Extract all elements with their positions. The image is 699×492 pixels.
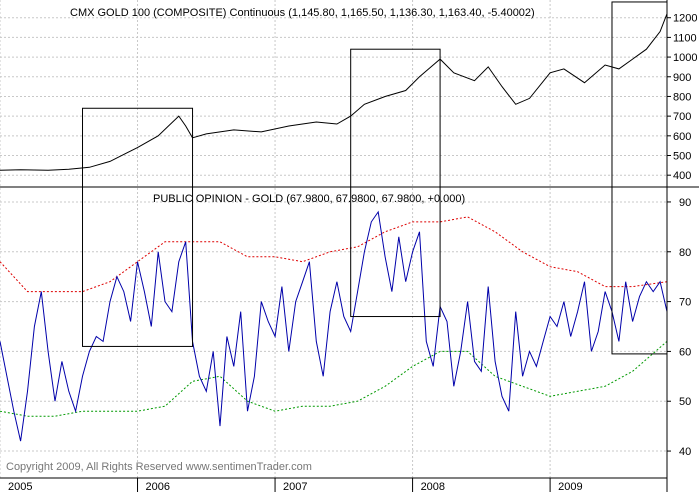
price-tick-label: 700	[673, 111, 691, 123]
public-opinion-line	[0, 210, 668, 442]
opinion-tick-label: 90	[679, 197, 691, 209]
opinion-tick-label: 40	[679, 446, 691, 458]
grid	[0, 0, 667, 478]
price-tick-label: 1000	[673, 52, 697, 64]
price-tick-label: 1100	[673, 32, 697, 44]
price-tick-label: 600	[673, 131, 691, 143]
x-tick-label: 2006	[146, 481, 170, 492]
price-tick-label: 900	[673, 72, 691, 84]
opinion-tick-label: 80	[679, 247, 691, 259]
x-tick-label: 2009	[558, 481, 582, 492]
highlight-box	[350, 48, 441, 318]
opinion-chart-title: PUBLIC OPINION - GOLD (67.9800, 67.9800,…	[153, 193, 465, 205]
price-tick-label: 500	[673, 151, 691, 163]
marks	[0, 1, 668, 442]
opinion-tick-label: 70	[679, 297, 691, 309]
highlight-box	[82, 107, 194, 347]
copyright-text: Copyright 2009, All Rights Reserved www.…	[6, 461, 312, 473]
price-tick-label: 800	[673, 91, 691, 103]
x-tick-label: 2008	[421, 481, 445, 492]
lower-band-line	[0, 341, 668, 417]
price-chart-title: CMX GOLD 100 (COMPOSITE) Continuous (1,1…	[70, 7, 535, 19]
gold-price-line	[0, 13, 668, 171]
x-tick-label: 2007	[283, 481, 307, 492]
opinion-tick-label: 60	[679, 346, 691, 358]
x-tick-label: 2005	[8, 481, 32, 492]
upper-band-line	[0, 216, 668, 293]
price-tick-label: 1200	[673, 13, 697, 25]
price-tick-label: 400	[673, 170, 691, 182]
opinion-tick-label: 50	[679, 396, 691, 408]
